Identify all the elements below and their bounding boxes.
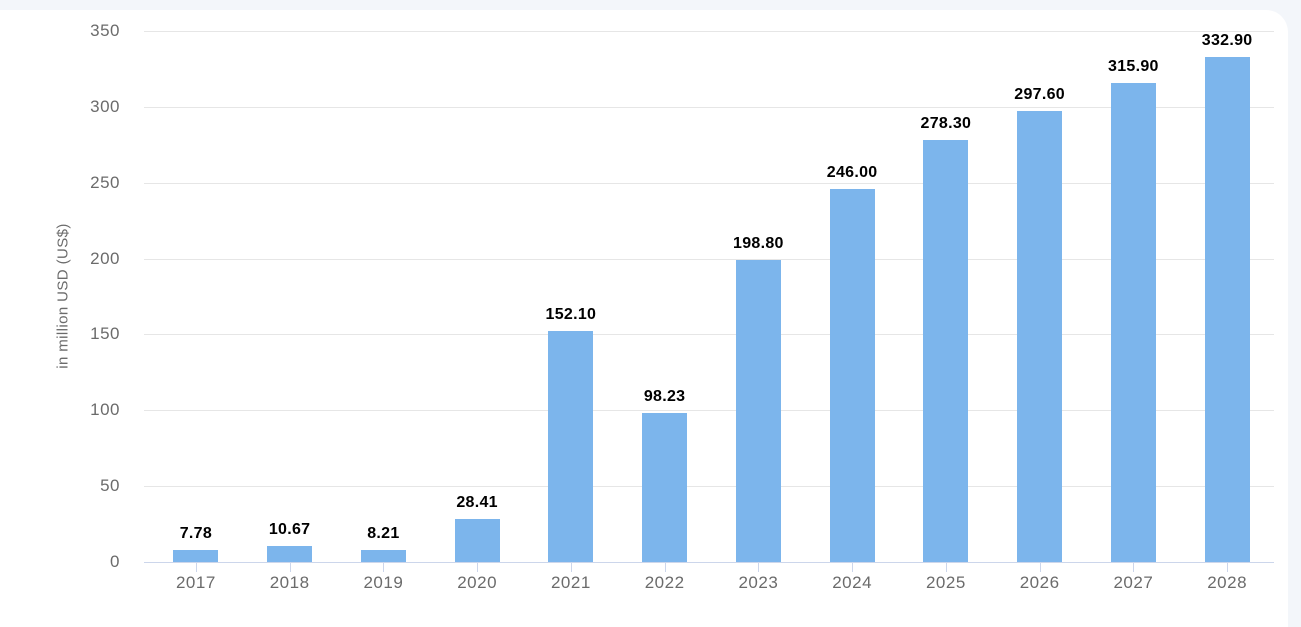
bar-2020[interactable] (454, 518, 500, 562)
category-column: 98.23 2022 (618, 0, 712, 627)
gridline (144, 486, 1274, 488)
gridline (144, 31, 1274, 32)
category-column: 278.30 2025 (899, 0, 993, 627)
x-tick-label: 2025 (925, 573, 966, 592)
category-column: 152.10 2021 (524, 0, 618, 627)
y-tick-label: 150 (90, 324, 120, 344)
x-tick-label: 2026 (1019, 573, 1060, 592)
bar-value-label: 10.67 (268, 520, 311, 538)
x-axis-tick (1227, 562, 1229, 572)
x-tick-label: 2024 (832, 573, 873, 592)
gridline (144, 106, 1274, 108)
bar-value-label: 152.10 (545, 306, 597, 324)
category-column: 8.21 2019 (337, 0, 431, 627)
x-axis-tick (383, 562, 385, 572)
category-column: 28.41 2020 (430, 0, 524, 627)
gridline (144, 334, 1274, 336)
bar-2025[interactable] (923, 139, 969, 562)
bar-2022[interactable] (642, 413, 688, 562)
y-axis-title: in million USD (US$) (54, 223, 72, 369)
category-column: 246.00 2024 (805, 0, 899, 627)
y-tick-label: 50 (100, 476, 120, 496)
x-axis-tick (195, 562, 197, 572)
bar-2027[interactable] (1110, 82, 1156, 562)
x-tick-label: 2018 (269, 573, 310, 592)
x-tick-label: 2023 (738, 573, 779, 592)
x-axis-tick (477, 562, 479, 572)
bar-value-label: 315.90 (1108, 57, 1159, 75)
x-axis-tick (664, 562, 666, 572)
x-axis-tick (570, 562, 572, 572)
x-tick-label: 2020 (457, 573, 498, 592)
category-column: 332.90 2028 (1180, 0, 1274, 627)
x-axis-tick (1133, 562, 1135, 572)
x-tick-label: 2022 (644, 573, 685, 592)
y-tick-label: 300 (90, 96, 120, 116)
bar-value-label: 297.60 (1014, 85, 1065, 103)
bar-2019[interactable] (360, 549, 406, 562)
y-tick-label: 100 (90, 400, 120, 420)
y-tick-label: 0 (110, 552, 120, 571)
x-axis-tick (758, 562, 760, 572)
x-tick-label: 2019 (363, 573, 404, 592)
y-tick-label: 350 (90, 21, 120, 40)
bar-2023[interactable] (735, 260, 781, 562)
bar-2028[interactable] (1204, 56, 1250, 562)
x-axis-tick (945, 562, 947, 572)
y-tick-label: 200 (90, 248, 120, 268)
bar-value-label: 7.78 (179, 525, 213, 543)
x-axis-tick (852, 562, 854, 572)
bar-2017[interactable] (173, 550, 219, 562)
x-tick-label: 2021 (550, 573, 591, 592)
bar-2021[interactable] (548, 331, 594, 562)
bar-2024[interactable] (829, 188, 875, 562)
gridline (144, 258, 1274, 260)
bar-value-label: 198.80 (733, 235, 784, 253)
category-column: 7.78 2017 (149, 0, 243, 627)
x-tick-label: 2028 (1207, 573, 1248, 592)
category-column: 297.60 2026 (993, 0, 1087, 627)
category-column: 198.80 2023 (712, 0, 806, 627)
bar-value-label: 98.23 (643, 388, 686, 405)
x-tick-label: 2027 (1113, 573, 1154, 592)
x-axis-tick (289, 562, 291, 572)
gridline (144, 410, 1274, 412)
x-axis-line (144, 562, 1274, 563)
bar-value-label: 278.30 (920, 114, 972, 132)
bar-value-label: 28.41 (456, 493, 498, 511)
bar-2018[interactable] (267, 545, 313, 562)
y-tick-label: 250 (90, 172, 120, 192)
category-column: 315.90 2027 (1087, 0, 1181, 627)
x-tick-label: 2017 (175, 573, 216, 592)
x-axis-tick (1039, 562, 1041, 572)
gridline (144, 182, 1274, 184)
bar-value-label: 8.21 (367, 524, 400, 542)
bar-value-label: 332.90 (1201, 31, 1253, 49)
bar-value-label: 246.00 (826, 163, 878, 181)
bar-2026[interactable] (1017, 110, 1063, 562)
category-column: 10.67 2018 (243, 0, 337, 627)
